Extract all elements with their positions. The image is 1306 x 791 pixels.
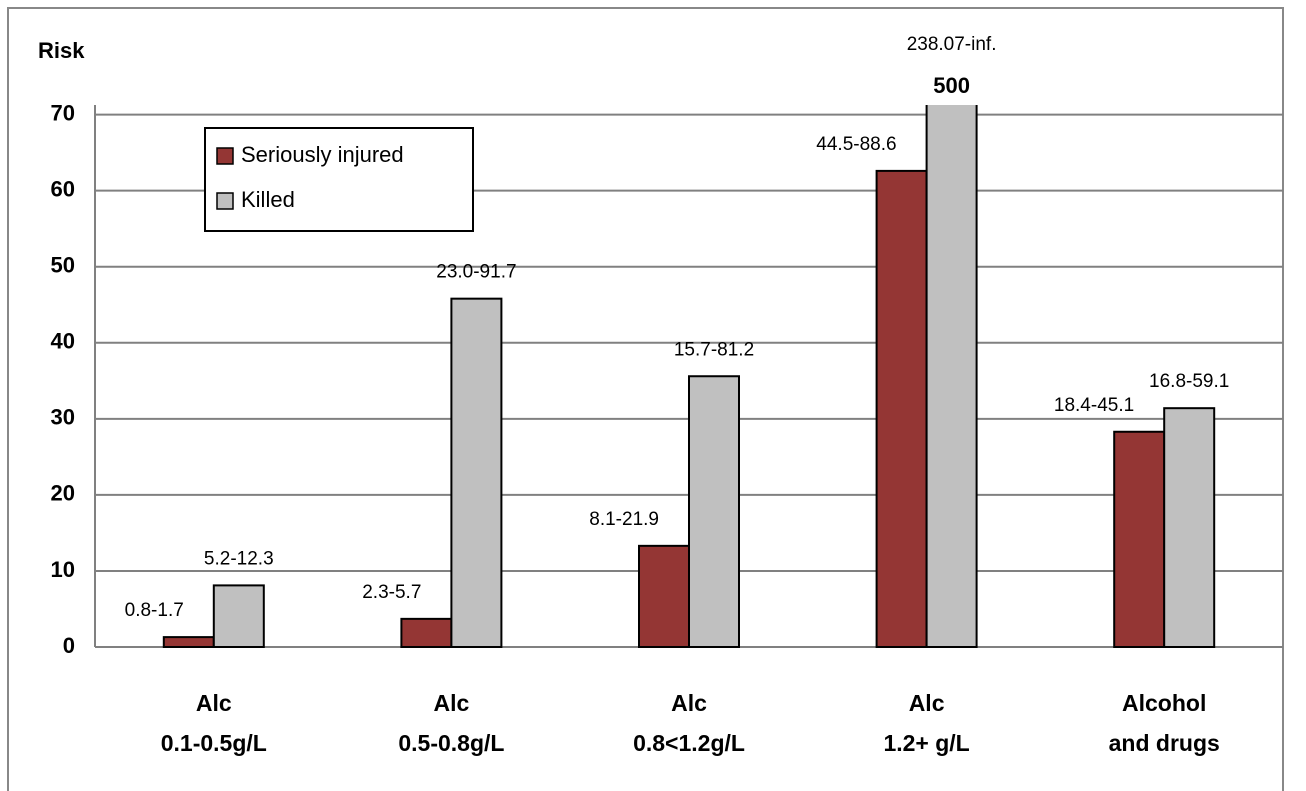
x-tick-label: Alc (909, 690, 945, 716)
legend-swatch (216, 192, 234, 210)
value-label: 500 (933, 73, 970, 98)
y-axis-title: Risk (38, 38, 85, 63)
x-tick-label: Alc (196, 690, 232, 716)
x-tick-label: and drugs (1109, 730, 1220, 756)
y-tick-label: 10 (51, 557, 75, 582)
interval-label: 238.07-inf. (907, 34, 997, 55)
y-tick-label: 60 (51, 176, 75, 201)
interval-label: 23.0-91.7 (436, 262, 516, 283)
bar (925, 105, 978, 648)
interval-label: 5.2-12.3 (204, 548, 274, 569)
legend-label: Killed (241, 187, 295, 212)
legend-label: Seriously injured (241, 142, 404, 167)
bar (688, 375, 740, 648)
bar (450, 297, 503, 648)
x-tick-label: 0.1-0.5g/L (161, 730, 267, 756)
bars (162, 105, 1216, 649)
y-tick-label: 30 (51, 405, 75, 430)
x-tick-label: 1.2+ g/L (883, 730, 969, 756)
x-tick-label: 0.5-0.8g/L (398, 730, 504, 756)
interval-label: 15.7-81.2 (674, 339, 754, 360)
x-tick-label: Alcohol (1122, 690, 1206, 716)
interval-label: 2.3-5.7 (362, 582, 421, 603)
bar (212, 584, 265, 648)
y-tick-label: 0 (63, 633, 75, 658)
chart-frame (7, 7, 1284, 791)
bar (1163, 407, 1216, 648)
legend-swatch (216, 147, 234, 165)
y-tick-label: 40 (51, 329, 75, 354)
interval-label: 44.5-88.6 (816, 134, 896, 155)
interval-label: 18.4-45.1 (1054, 395, 1134, 416)
bar (1113, 430, 1166, 648)
bar (400, 617, 453, 648)
interval-label: 16.8-59.1 (1149, 371, 1229, 392)
bar (638, 544, 690, 649)
interval-label: 0.8-1.7 (125, 600, 184, 621)
bar (875, 169, 928, 648)
bar (162, 636, 215, 648)
y-tick-label: 20 (51, 481, 75, 506)
x-tick-label: Alc (671, 690, 707, 716)
x-tick-label: Alc (434, 690, 470, 716)
legend-box (204, 127, 474, 232)
y-tick-label: 50 (51, 253, 75, 278)
x-tick-label: 0.8<1.2g/L (633, 730, 745, 756)
y-tick-label: 70 (51, 100, 75, 125)
interval-label: 8.1-21.9 (589, 509, 659, 530)
